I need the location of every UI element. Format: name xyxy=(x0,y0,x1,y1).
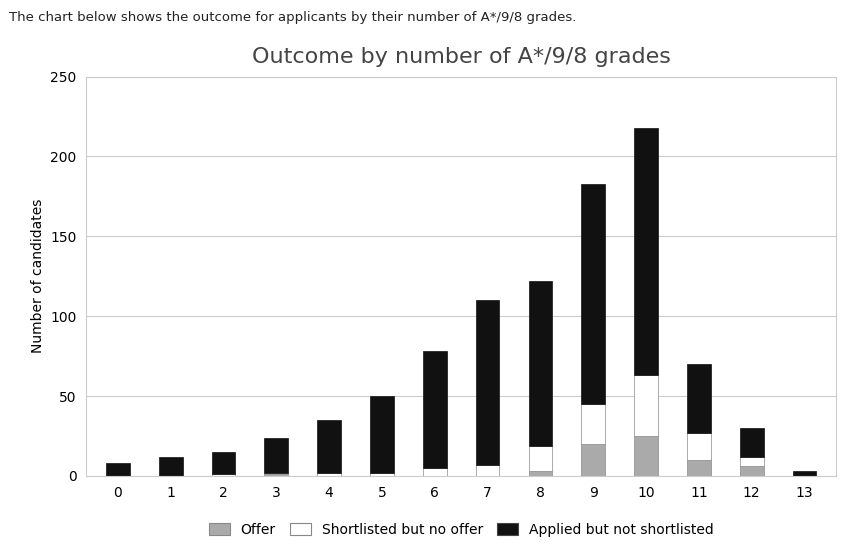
Bar xyxy=(791,471,815,476)
Y-axis label: Number of candidates: Number of candidates xyxy=(30,199,45,353)
Text: The chart below shows the outcome for applicants by their number of A*/9/8 grade: The chart below shows the outcome for ap… xyxy=(9,11,575,24)
Bar xyxy=(634,375,657,436)
Bar xyxy=(475,465,499,476)
Bar xyxy=(106,463,130,476)
Bar xyxy=(686,460,709,476)
Bar xyxy=(580,184,604,404)
Bar xyxy=(264,474,288,476)
Bar xyxy=(264,473,288,474)
Bar xyxy=(739,428,763,457)
Bar xyxy=(528,281,552,446)
Bar xyxy=(739,457,763,466)
Bar xyxy=(528,471,552,476)
Bar xyxy=(317,420,341,473)
Bar xyxy=(475,300,499,465)
Bar xyxy=(317,473,341,476)
Legend: Offer, Shortlisted but no offer, Applied but not shortlisted: Offer, Shortlisted but no offer, Applied… xyxy=(208,523,713,537)
Bar xyxy=(369,473,393,476)
Title: Outcome by number of A*/9/8 grades: Outcome by number of A*/9/8 grades xyxy=(251,46,670,67)
Bar xyxy=(634,436,657,476)
Bar xyxy=(739,466,763,476)
Bar xyxy=(423,351,446,468)
Bar xyxy=(634,127,657,375)
Bar xyxy=(528,446,552,471)
Bar xyxy=(423,468,446,476)
Bar xyxy=(369,396,393,473)
Bar xyxy=(686,364,709,433)
Bar xyxy=(158,457,183,476)
Bar xyxy=(686,433,709,460)
Bar xyxy=(212,452,235,474)
Bar xyxy=(580,404,604,444)
Bar xyxy=(264,438,288,473)
Bar xyxy=(580,444,604,476)
Bar xyxy=(212,474,235,476)
